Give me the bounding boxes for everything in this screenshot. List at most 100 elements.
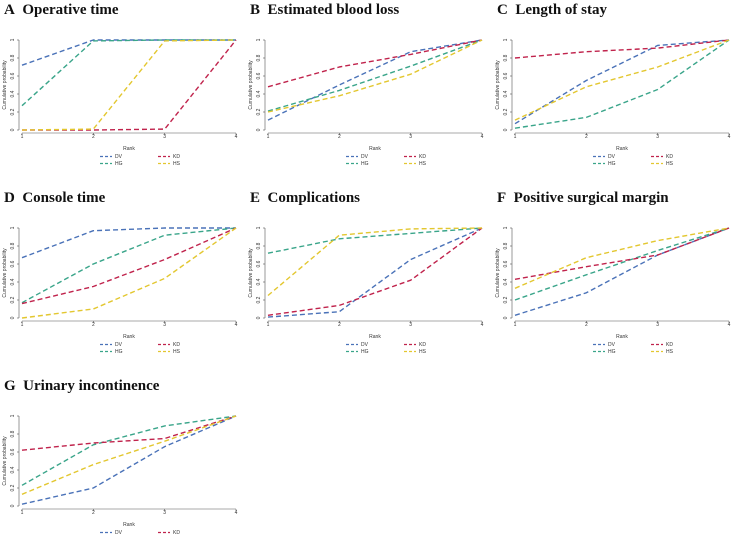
panel-d: D Console time 0 0.2 0.4 0.6 0.8 1 1 2 3 4 Cumulati… — [2, 190, 238, 355]
panel-b-title: B Estimated blood loss — [250, 2, 399, 18]
y-tick-label: 0.4 — [10, 90, 16, 97]
y-tick-label: 0.6 — [256, 72, 262, 79]
series-line-kd — [514, 39, 730, 59]
x-tick-label: 1 — [267, 322, 270, 328]
panel-g: G Urinary incontinence 0 0.2 0.4 0.6 0.8 1 1 2 3 4… — [2, 378, 238, 535]
x-tick-label: 1 — [267, 134, 270, 140]
y-tick-label: 0.6 — [10, 72, 16, 79]
x-axis-label: Rank — [123, 334, 135, 340]
series-line-kd — [21, 227, 237, 305]
legend-label-dv: DV — [115, 154, 123, 160]
y-axis-label: Cumulative probability — [248, 60, 254, 110]
series-line-hs — [21, 39, 237, 131]
x-axis-label: Rank — [616, 146, 628, 152]
legend-label-hs: HS — [173, 161, 181, 167]
series-line-kd — [21, 415, 237, 451]
y-tick-label: 0.4 — [256, 278, 262, 285]
y-tick-label: 0.6 — [10, 260, 16, 267]
legend-label-kd: KD — [173, 530, 180, 535]
series-line-hs — [21, 415, 237, 495]
y-tick-label: 0.8 — [10, 54, 16, 61]
series-line-hg — [21, 227, 237, 304]
series-line-hs — [514, 39, 730, 121]
x-tick-label: 3 — [409, 134, 412, 140]
legend-label-dv: DV — [361, 154, 369, 160]
y-tick-label: 0.4 — [256, 90, 262, 97]
series-line-hs — [21, 227, 237, 319]
series-line-dv — [514, 227, 730, 316]
y-tick-label: 0.2 — [256, 108, 262, 115]
legend-label-kd: KD — [666, 154, 673, 160]
x-axis-label: Rank — [123, 146, 135, 152]
series-line-hs — [267, 227, 483, 297]
x-tick-label: 2 — [92, 134, 95, 140]
y-tick-label: 0.4 — [503, 278, 509, 285]
x-tick-label: 4 — [481, 322, 484, 328]
panel-e: E Complications 0 0.2 0.4 0.6 0.8 1 1 2 3 4 Cumulat… — [248, 190, 484, 355]
y-tick-label: 0.8 — [503, 54, 509, 61]
series-line-kd — [514, 227, 730, 280]
x-tick-label: 1 — [21, 322, 24, 328]
legend-label-hg: HG — [115, 349, 123, 355]
y-tick-label: 0 — [503, 316, 509, 319]
panel-e-title: E Complications — [250, 190, 360, 206]
x-tick-label: 2 — [338, 322, 341, 328]
series-line-hg — [514, 39, 730, 129]
x-tick-label: 3 — [656, 134, 659, 140]
y-tick-label: 0.2 — [503, 108, 509, 115]
y-tick-label: 0.8 — [256, 54, 262, 61]
y-tick-label: 0.2 — [503, 296, 509, 303]
x-tick-label: 4 — [728, 134, 731, 140]
panel-b: B Estimated blood loss 0 0.2 0.4 0.6 0.8 1 1 2 3 4… — [248, 2, 484, 167]
panel-f: F Positive surgical margin 0 0.2 0.4 0.6 0.8 1… — [495, 190, 731, 355]
y-tick-label: 1 — [503, 226, 509, 229]
panel-g-title: G Urinary incontinence — [4, 378, 160, 394]
y-tick-label: 0.2 — [10, 484, 16, 491]
legend-label-dv: DV — [361, 342, 369, 348]
y-tick-label: 1 — [256, 226, 262, 229]
y-tick-label: 0.8 — [10, 242, 16, 249]
legend-label-hg: HG — [608, 161, 616, 167]
x-tick-label: 1 — [514, 134, 517, 140]
y-tick-label: 0.8 — [10, 430, 16, 437]
y-axis-label: Cumulative probability — [2, 60, 8, 110]
panel-a: A Operative time 0 0.2 0.4 0.6 0.8 1 1 2 3 4 Cumula… — [2, 2, 238, 167]
series-line-hg — [21, 39, 236, 107]
legend-label-hg: HG — [361, 349, 369, 355]
x-tick-label: 1 — [21, 134, 24, 140]
panel-f-title: F Positive surgical margin — [497, 190, 669, 206]
y-tick-label: 1 — [10, 414, 16, 417]
x-tick-label: 4 — [481, 134, 484, 140]
y-tick-label: 0.8 — [256, 242, 262, 249]
x-tick-label: 1 — [21, 510, 24, 516]
series-line-hs — [514, 227, 730, 289]
y-tick-label: 0.2 — [256, 296, 262, 303]
legend-label-hs: HS — [419, 161, 427, 167]
legend-label-hs: HS — [419, 349, 427, 355]
series-line-hg — [267, 227, 483, 254]
y-tick-label: 0.4 — [10, 278, 16, 285]
y-tick-label: 0 — [256, 128, 262, 131]
y-tick-label: 0.6 — [10, 448, 16, 455]
series-line-dv — [267, 227, 483, 318]
y-tick-label: 0 — [10, 128, 16, 131]
x-tick-label: 2 — [585, 322, 588, 328]
y-axis-label: Cumulative probability — [495, 248, 501, 298]
series-line-kd — [267, 227, 483, 316]
y-tick-label: 0.2 — [10, 296, 16, 303]
legend-label-kd: KD — [173, 342, 180, 348]
series-line-dv — [21, 39, 236, 66]
legend-label-hs: HS — [173, 349, 181, 355]
x-axis-label: Rank — [123, 522, 135, 528]
panel-a-title: A Operative time — [4, 2, 119, 18]
y-tick-label: 0 — [256, 316, 262, 319]
x-tick-label: 2 — [92, 510, 95, 516]
y-tick-label: 0.6 — [503, 72, 509, 79]
legend-label-kd: KD — [419, 342, 426, 348]
y-tick-label: 1 — [10, 226, 16, 229]
legend-label-hs: HS — [666, 161, 674, 167]
y-tick-label: 0.2 — [10, 108, 16, 115]
x-axis-label: Rank — [369, 334, 381, 340]
panel-d-title: D Console time — [4, 190, 106, 206]
